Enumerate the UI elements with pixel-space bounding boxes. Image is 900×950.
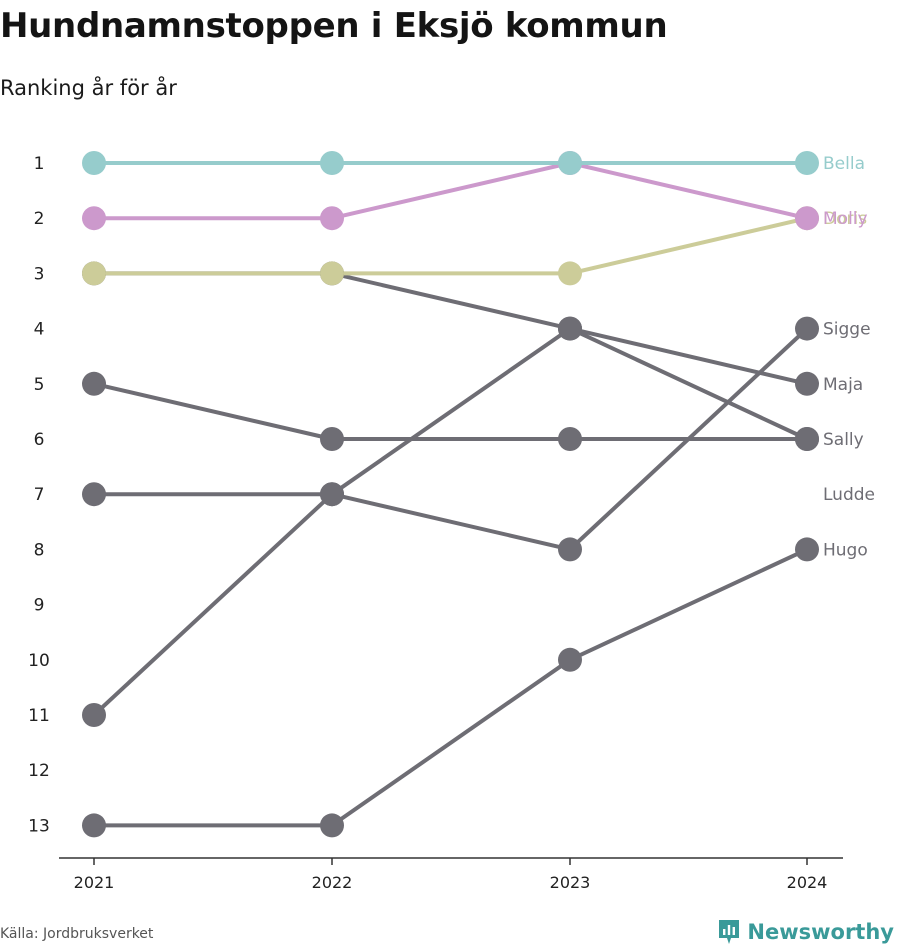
series-label-sigge: Sigge	[823, 320, 871, 340]
bar-chart-badge-icon	[719, 920, 740, 944]
data-point-ludde	[82, 703, 106, 727]
data-point-maja	[558, 316, 582, 341]
series-label-bella: Bella	[823, 154, 865, 174]
y-tick-label: 1	[34, 154, 45, 174]
data-point-doris	[320, 261, 344, 286]
y-tick-label: 10	[28, 651, 50, 671]
series-label-hugo: Hugo	[823, 540, 868, 560]
y-tick-label: 3	[34, 264, 45, 284]
series-line-molly	[92, 161, 809, 221]
chart-subtitle: Ranking år för år	[0, 76, 177, 100]
x-tick-label: 2023	[550, 873, 591, 892]
x-axis: 2021 2022 2023 2024	[59, 857, 843, 892]
series-points	[82, 151, 819, 838]
series-label-molly: Molly	[823, 209, 868, 229]
series-line-hugo	[92, 547, 809, 828]
y-tick-label: 12	[28, 761, 50, 781]
x-tick-label: 2022	[312, 873, 353, 892]
data-point-hugo	[320, 813, 344, 838]
data-point-hugo	[82, 813, 106, 838]
data-point-molly	[82, 206, 106, 231]
brand-name: Newsworthy	[747, 920, 894, 944]
series-line-ludde	[92, 326, 809, 717]
series-lines	[92, 161, 809, 828]
series-label-ludde: Ludde	[823, 485, 875, 505]
series-line-maja	[92, 271, 809, 386]
data-point-bella	[795, 151, 819, 175]
series-label-sally: Sally	[823, 430, 864, 450]
data-point-hugo	[795, 537, 819, 562]
y-tick-label: 2	[34, 209, 45, 229]
data-point-bella	[320, 151, 344, 175]
brand-logo[interactable]: Newsworthy	[717, 918, 894, 946]
data-point-bella	[82, 151, 106, 175]
data-point-bella	[558, 151, 582, 175]
data-point-sigge	[320, 482, 344, 507]
chart-title: Hundnamnstoppen i Eksjö kommun	[0, 6, 668, 46]
data-point-molly	[795, 206, 819, 231]
y-tick-label: 5	[34, 375, 45, 395]
data-point-molly	[320, 206, 344, 231]
y-tick-label: 8	[34, 540, 45, 560]
data-point-sally	[320, 427, 344, 451]
x-tick-label: 2021	[74, 873, 115, 892]
y-tick-label: 7	[34, 485, 45, 505]
data-point-sigge	[795, 316, 819, 341]
series-label-maja: Maja	[823, 375, 863, 395]
data-point-sally	[558, 427, 582, 451]
x-tick-label: 2024	[787, 873, 828, 892]
series-line-sally	[92, 381, 809, 441]
y-tick-label: 9	[34, 596, 45, 616]
data-point-sigge	[558, 537, 582, 562]
data-point-sally	[795, 427, 819, 451]
data-point-doris	[82, 261, 106, 286]
y-tick-label: 11	[28, 706, 50, 726]
data-point-sally	[82, 371, 106, 396]
y-tick-label: 4	[34, 320, 45, 340]
y-tick-label: 6	[34, 430, 45, 450]
y-tick-label: 13	[28, 816, 50, 836]
source-note: Källa: Jordbruksverket	[0, 926, 154, 942]
data-point-hugo	[558, 647, 582, 672]
data-point-sigge	[82, 482, 106, 507]
series-line-doris	[92, 216, 809, 276]
data-point-maja	[795, 371, 819, 396]
data-point-doris	[558, 261, 582, 286]
series-label-doris: Doris	[823, 209, 867, 229]
